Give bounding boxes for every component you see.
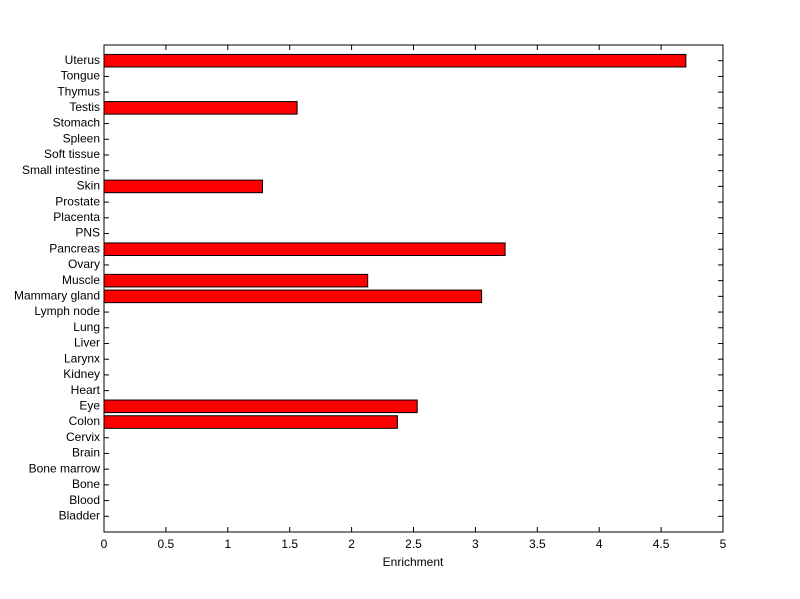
bar [103, 101, 298, 115]
y-tick-label: Bladder [59, 508, 100, 522]
bar [103, 179, 263, 194]
y-tick-label: Stomach [53, 116, 100, 130]
bar [103, 53, 687, 68]
y-tick-label: Thymus [57, 84, 100, 98]
x-tick-label: 2.5 [405, 537, 422, 551]
y-tick-label: Pancreas [49, 241, 100, 255]
y-tick-label: Bone [72, 477, 100, 491]
y-tick-label: Blood [69, 493, 100, 507]
bar [103, 242, 506, 257]
y-tick-label: Brain [72, 446, 100, 460]
y-tick-label: Skin [77, 179, 100, 193]
y-tick-label: Muscle [62, 273, 100, 287]
y-tick-label: Kidney [63, 367, 100, 381]
x-tick-label: 2 [348, 537, 355, 551]
x-tick-label: 4.5 [653, 537, 670, 551]
bar [103, 399, 418, 414]
y-tick-label: Larynx [64, 351, 100, 365]
y-tick-label: Eye [79, 398, 100, 412]
x-tick-label: 1.5 [281, 537, 298, 551]
y-tick-label: Prostate [55, 194, 100, 208]
y-tick-label: Testis [69, 100, 100, 114]
x-tick-label: 1 [224, 537, 231, 551]
y-tick-label: Bone marrow [29, 461, 101, 475]
bar [103, 289, 483, 304]
x-tick-label: 3 [472, 537, 479, 551]
y-tick-label: Liver [74, 336, 100, 350]
y-tick-label: Spleen [63, 131, 100, 145]
y-tick-label: Colon [69, 414, 100, 428]
x-tick-label: 4 [596, 537, 603, 551]
x-axis-label: Enrichment [383, 555, 444, 569]
y-tick-label: Soft tissue [44, 147, 100, 161]
y-tick-label: PNS [75, 226, 100, 240]
y-tick-label: Tongue [61, 69, 101, 83]
y-tick-label: Uterus [65, 53, 100, 67]
y-tick-label: Cervix [66, 430, 100, 444]
bar [103, 273, 369, 288]
plot-frame [103, 44, 724, 533]
x-tick-label: 5 [720, 537, 727, 551]
bar [103, 415, 398, 429]
y-tick-label: Ovary [68, 257, 100, 271]
y-tick-label: Lymph node [34, 304, 100, 318]
y-tick-label: Lung [73, 320, 100, 334]
y-tick-label: Small intestine [22, 163, 100, 177]
x-tick-label: 0.5 [158, 537, 175, 551]
y-tick-label: Placenta [53, 210, 100, 224]
x-tick-label: 0 [101, 537, 108, 551]
y-tick-label: Mammary gland [14, 289, 100, 303]
y-tick-label: Heart [71, 383, 101, 397]
x-tick-label: 3.5 [529, 537, 546, 551]
